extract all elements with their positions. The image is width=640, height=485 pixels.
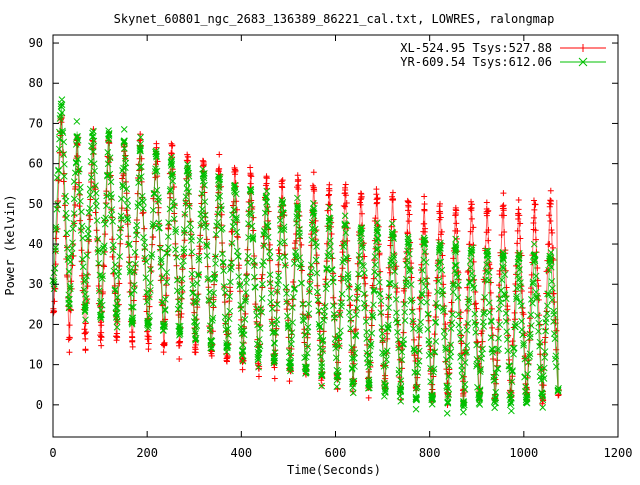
x-axis-label: Time(Seconds) [287, 463, 381, 477]
y-tick-label: 80 [29, 76, 43, 90]
series-layer [49, 96, 562, 417]
x-tick-label: 400 [230, 446, 252, 460]
x-tick-label: 600 [325, 446, 347, 460]
x-tick-label: 1200 [604, 446, 633, 460]
y-tick-label: 10 [29, 358, 43, 372]
legend-label-yr: YR-609.54 Tsys:612.06 [400, 55, 552, 69]
y-axis-label: Power (kelvin) [3, 194, 17, 295]
x-tick-label: 200 [136, 446, 158, 460]
y-tick-label: 0 [36, 398, 43, 412]
legend-marker-yr [578, 57, 588, 67]
legend-marker-xl [579, 44, 587, 52]
legend: XL-524.95 Tsys:527.88 YR-609.54 Tsys:612… [400, 41, 606, 69]
legend-marker-glyph [579, 44, 587, 52]
x-tick-label: 0 [49, 446, 56, 460]
series-yr [49, 96, 562, 417]
chart-title: Skynet_60801_ngc_2683_136389_86221_cal.t… [114, 12, 555, 26]
y-tick-label: 20 [29, 317, 43, 331]
legend-label-xl: XL-524.95 Tsys:527.88 [400, 41, 552, 55]
y-tick-label: 70 [29, 116, 43, 130]
axes-layer: 0 200 400 600 800 1000 1200 0 10 20 30 40 50 60 70 80 90 [29, 35, 633, 460]
series-line [52, 103, 559, 409]
legend-marker-glyph [578, 57, 588, 67]
y-tick-label: 90 [29, 36, 43, 50]
x-tick-label: 1000 [509, 446, 538, 460]
x-tick-label: 800 [419, 446, 441, 460]
y-tick-label: 30 [29, 277, 43, 291]
y-tick-label: 60 [29, 157, 43, 171]
y-tick-label: 40 [29, 237, 43, 251]
y-tick-label: 50 [29, 197, 43, 211]
